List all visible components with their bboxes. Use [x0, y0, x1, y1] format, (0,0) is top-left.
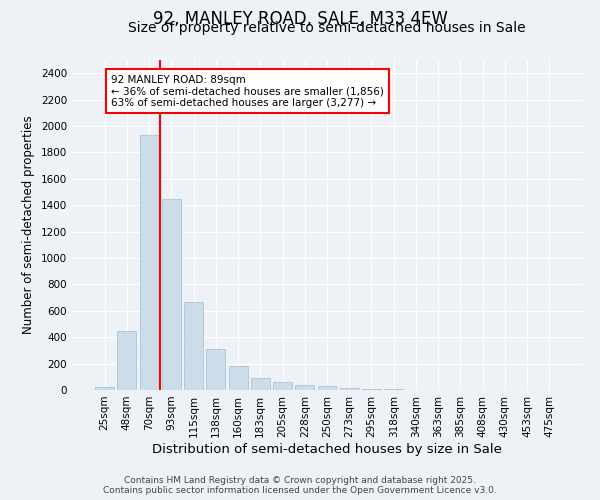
Bar	[140, 135, 158, 390]
Bar	[184, 302, 203, 390]
Text: 92 MANLEY ROAD: 89sqm
← 36% of semi-detached houses are smaller (1,856)
63% of s: 92 MANLEY ROAD: 89sqm ← 36% of semi-deta…	[112, 74, 384, 108]
Title: Size of property relative to semi-detached houses in Sale: Size of property relative to semi-detach…	[128, 21, 526, 35]
Bar	[95, 388, 114, 390]
Bar	[229, 366, 248, 390]
X-axis label: Distribution of semi-detached houses by size in Sale: Distribution of semi-detached houses by …	[152, 442, 502, 456]
Bar	[251, 378, 270, 390]
Text: Contains HM Land Registry data © Crown copyright and database right 2025.
Contai: Contains HM Land Registry data © Crown c…	[103, 476, 497, 495]
Bar	[273, 382, 292, 390]
Text: 92, MANLEY ROAD, SALE, M33 4EW: 92, MANLEY ROAD, SALE, M33 4EW	[152, 10, 448, 28]
Bar	[206, 349, 225, 390]
Bar	[295, 384, 314, 390]
Bar	[340, 388, 359, 390]
Bar	[362, 388, 381, 390]
Y-axis label: Number of semi-detached properties: Number of semi-detached properties	[22, 116, 35, 334]
Bar	[118, 330, 136, 390]
Bar	[162, 198, 181, 390]
Bar	[317, 386, 337, 390]
